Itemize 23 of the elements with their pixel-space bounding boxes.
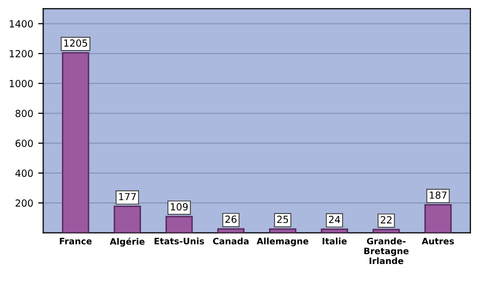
data-label: 25 — [277, 216, 288, 224]
x-tick-label: Grande- Bretagne Irlande — [364, 238, 409, 264]
x-tick-label: France — [60, 238, 92, 244]
data-label: 187 — [430, 191, 446, 199]
y-tick-label: 800 — [16, 110, 33, 118]
data-label: 24 — [329, 216, 340, 224]
y-tick-label: 1400 — [10, 20, 33, 28]
y-tick-label: 1200 — [10, 50, 33, 58]
data-label: 22 — [380, 216, 392, 224]
x-tick-label: Autres — [422, 238, 454, 244]
y-tick-label: 400 — [15, 170, 33, 177]
data-label: 1205 — [64, 39, 88, 47]
x-tick-label: Italie — [322, 238, 347, 244]
x-tick-label: Allemagne — [256, 238, 308, 246]
data-label: 177 — [119, 193, 136, 200]
y-tick-label: 1000 — [10, 80, 33, 88]
data-label: 109 — [170, 203, 188, 210]
y-tick-label: 600 — [16, 140, 33, 148]
data-label: 26 — [225, 216, 236, 223]
x-tick-label: Algérie — [110, 238, 145, 247]
x-tick-label: Etats-Unis — [154, 238, 204, 244]
x-tick-label: Canada — [213, 238, 249, 244]
y-tick-label: 200 — [16, 199, 33, 207]
